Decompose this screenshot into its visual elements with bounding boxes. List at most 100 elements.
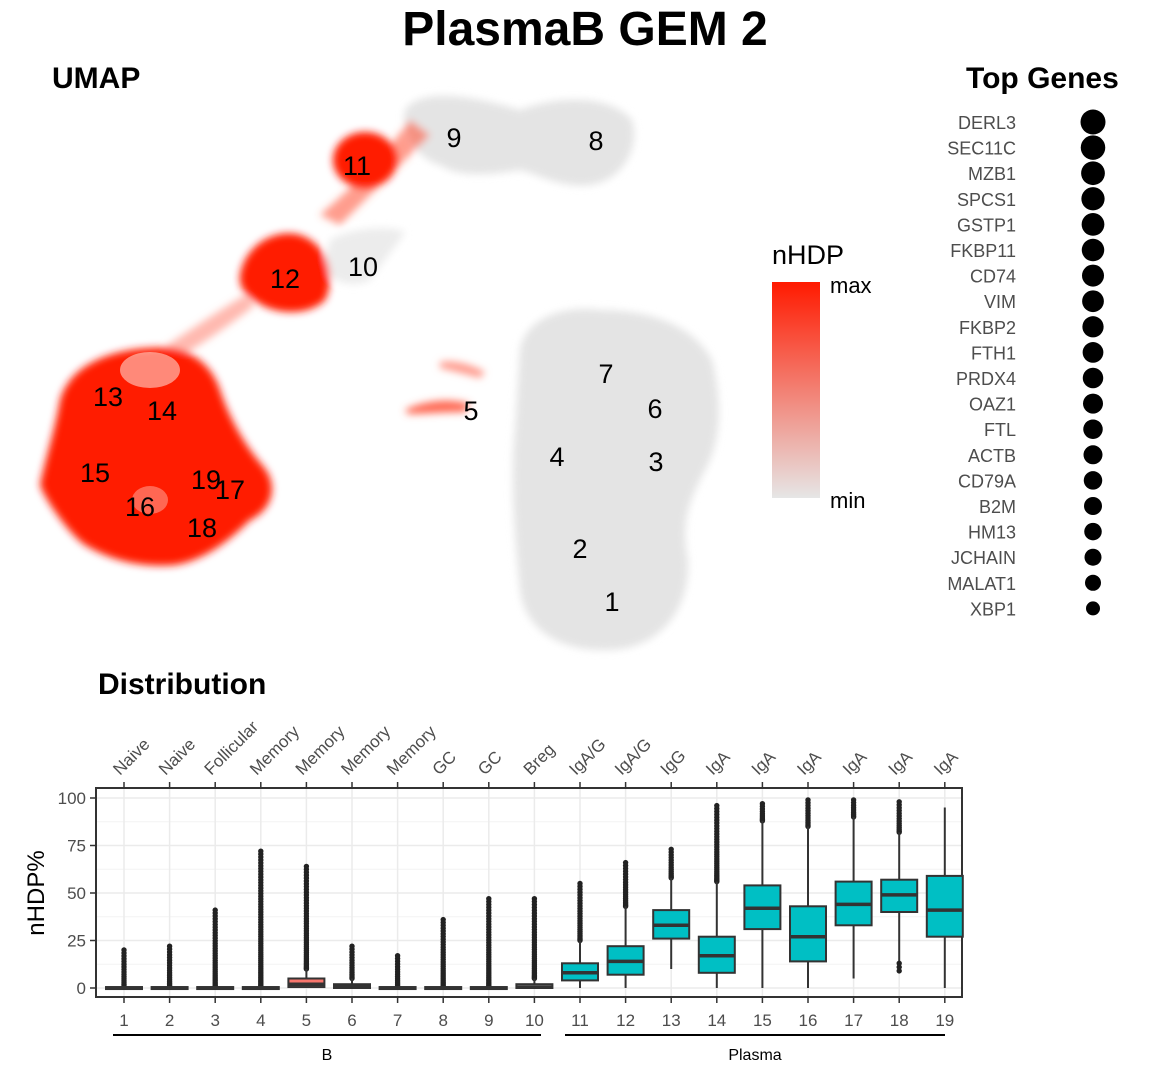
outlier-point bbox=[714, 802, 720, 809]
x-tick-label: 2 bbox=[165, 1011, 174, 1030]
umap-region-right bbox=[512, 309, 719, 651]
box-cluster-15 bbox=[743, 801, 782, 988]
x-top-label: Breg bbox=[520, 740, 559, 779]
gene-dot bbox=[1084, 497, 1102, 515]
umap-cluster-label: 12 bbox=[270, 264, 300, 294]
outlier-point bbox=[622, 859, 629, 866]
x-tick-label: 5 bbox=[302, 1011, 311, 1030]
outlier-point bbox=[166, 943, 173, 949]
umap-cluster-label: 7 bbox=[598, 359, 613, 389]
gene-dot bbox=[1083, 471, 1103, 490]
group-plasma-label: Plasma bbox=[728, 1047, 781, 1064]
box-cluster-4 bbox=[241, 848, 280, 991]
gene-label: ACTB bbox=[968, 446, 1016, 466]
gene-label: DERL3 bbox=[958, 113, 1016, 133]
box-cluster-3 bbox=[196, 907, 235, 991]
outlier-point bbox=[850, 797, 857, 803]
gene-dot bbox=[1084, 522, 1102, 541]
x-tick-label: 15 bbox=[753, 1011, 772, 1030]
gene-label: FKBP2 bbox=[959, 318, 1016, 338]
umap-cell-cloud bbox=[40, 96, 719, 651]
x-tick-label: 12 bbox=[616, 1011, 635, 1030]
outlier-point bbox=[531, 896, 538, 902]
outlier-point bbox=[394, 953, 401, 959]
umap-cluster-label: 11 bbox=[343, 151, 371, 181]
distribution-panel-title: Distribution bbox=[98, 668, 267, 701]
umap-region-11 bbox=[333, 132, 397, 188]
x-top-label: IgG bbox=[657, 746, 690, 779]
gene-dot bbox=[1082, 367, 1104, 389]
top-genes-list: DERL3 SEC11C MZB1 SPCS1 GSTP1 FKBP11 CD74 VIM FK… bbox=[947, 109, 1106, 619]
box-cluster-12 bbox=[606, 859, 645, 988]
box-cluster-8 bbox=[424, 916, 463, 991]
gene-dot bbox=[1080, 135, 1106, 160]
box-cluster-17 bbox=[834, 797, 873, 979]
gene-dot bbox=[1082, 290, 1104, 313]
box-cluster-2 bbox=[150, 943, 189, 991]
gene-label: FKBP11 bbox=[950, 241, 1016, 261]
gene-label: SEC11C bbox=[947, 139, 1016, 159]
umap-region-plasma-blob bbox=[40, 347, 272, 566]
outlier-point bbox=[121, 947, 127, 953]
gene-label: PRDX4 bbox=[956, 369, 1016, 389]
x-top-label: IgA/G bbox=[565, 735, 609, 779]
umap-region-upper bbox=[404, 96, 635, 186]
x-tick-label: 4 bbox=[256, 1011, 265, 1030]
gene-label: CD79A bbox=[958, 471, 1016, 491]
x-top-label: Naive bbox=[155, 735, 199, 779]
umap-cluster-label: 15 bbox=[80, 458, 110, 488]
umap-cluster-label: 5 bbox=[463, 396, 478, 426]
gene-dot bbox=[1084, 548, 1102, 566]
y-tick-label: 75 bbox=[67, 837, 86, 856]
legend-title: nHDP bbox=[772, 240, 844, 270]
main-title: PlasmaB GEM 2 bbox=[402, 3, 768, 56]
gene-label: FTL bbox=[984, 420, 1016, 440]
gene-label: VIM bbox=[984, 292, 1016, 312]
x-top-label: Memory bbox=[337, 722, 394, 779]
top-genes-panel-title: Top Genes bbox=[966, 62, 1119, 95]
gene-label: JCHAIN bbox=[951, 548, 1016, 568]
umap-region-5b bbox=[440, 361, 485, 378]
umap-panel-title: UMAP bbox=[52, 62, 141, 95]
x-top-label: IgA/G bbox=[611, 735, 655, 779]
outlier-point bbox=[349, 943, 355, 949]
gene-label: GSTP1 bbox=[957, 215, 1016, 235]
gene-dot bbox=[1083, 393, 1103, 414]
gene-dot bbox=[1083, 445, 1103, 465]
box-cluster-18 bbox=[880, 799, 919, 962]
box-cluster-9 bbox=[469, 896, 508, 991]
gene-dot bbox=[1081, 213, 1105, 236]
y-tick-label: 25 bbox=[67, 932, 86, 951]
gene-dot bbox=[1085, 574, 1101, 591]
y-tick-label: 100 bbox=[58, 789, 86, 808]
x-tick-label: 8 bbox=[438, 1011, 447, 1030]
umap-cluster-label: 19 bbox=[191, 465, 221, 495]
box-cluster-6 bbox=[333, 943, 371, 990]
outlier-point bbox=[303, 863, 310, 870]
gene-label: FTH1 bbox=[971, 343, 1016, 363]
x-top-label: IgA bbox=[930, 747, 962, 779]
legend-min-label: min bbox=[830, 488, 865, 513]
box-cluster-19 bbox=[925, 807, 964, 988]
box-iqr bbox=[789, 905, 827, 963]
x-top-label: IgA bbox=[748, 747, 780, 779]
umap-blob-highlight bbox=[132, 486, 168, 514]
box-cluster-10 bbox=[515, 896, 554, 990]
gene-dot bbox=[1081, 161, 1105, 186]
outlier-point bbox=[805, 797, 811, 803]
box-cluster-7 bbox=[378, 953, 417, 991]
outlier-point bbox=[896, 968, 902, 974]
x-tick-label: 9 bbox=[484, 1011, 493, 1030]
nhdp-legend: nHDP max min bbox=[772, 240, 872, 513]
x-tick-label: 16 bbox=[799, 1011, 818, 1030]
y-tick-label: 50 bbox=[67, 884, 86, 903]
x-top-label: GC bbox=[429, 747, 460, 778]
outlier-point bbox=[440, 916, 446, 923]
outlier-point bbox=[759, 801, 766, 807]
gene-dot bbox=[1081, 238, 1105, 262]
umap-cluster-label: 3 bbox=[648, 447, 663, 477]
x-tick-label: 6 bbox=[347, 1011, 356, 1030]
umap-cluster-label: 6 bbox=[647, 394, 662, 424]
x-top-label: IgA bbox=[702, 747, 734, 779]
umap-cluster-label: 14 bbox=[147, 396, 177, 426]
